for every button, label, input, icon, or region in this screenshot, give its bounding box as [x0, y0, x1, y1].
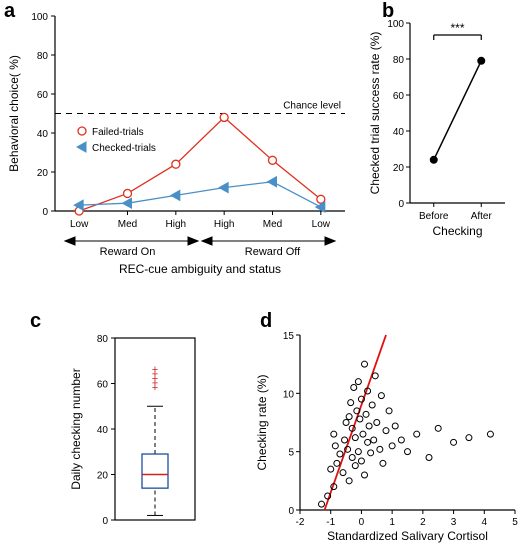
- svg-text:0: 0: [359, 517, 365, 528]
- svg-text:+: +: [152, 364, 158, 376]
- svg-text:Failed-trials: Failed-trials: [92, 127, 144, 138]
- svg-text:-2: -2: [296, 517, 305, 528]
- svg-text:0: 0: [42, 207, 48, 218]
- svg-text:0: 0: [288, 506, 294, 517]
- svg-text:Before: Before: [419, 211, 449, 222]
- svg-text:Reward On: Reward On: [100, 246, 156, 258]
- svg-text:High: High: [214, 219, 235, 230]
- svg-text:20: 20: [393, 163, 405, 174]
- svg-text:Med: Med: [118, 219, 137, 230]
- svg-text:100: 100: [31, 12, 48, 23]
- svg-text:2: 2: [420, 517, 426, 528]
- svg-text:40: 40: [393, 127, 405, 138]
- svg-text:5: 5: [288, 448, 294, 459]
- panel-d-chart: 0 5 10 15 -2 -1 0 1 2 3 4 5 Checking rate (%) Standar…: [250, 320, 526, 550]
- svg-text:0: 0: [398, 199, 404, 210]
- svg-text:1: 1: [389, 517, 395, 528]
- svg-text:40: 40: [97, 425, 109, 436]
- svg-text:3: 3: [451, 517, 457, 528]
- svg-text:Low: Low: [70, 219, 89, 230]
- panel-a-chart: 0 20 40 60 80 100 Low Med High High Med Low Behavior…: [0, 6, 360, 296]
- svg-text:Chance level: Chance level: [283, 101, 341, 112]
- svg-text:After: After: [471, 211, 493, 222]
- svg-text:Checked-trials: Checked-trials: [92, 143, 156, 154]
- svg-text:5: 5: [512, 517, 518, 528]
- svg-text:40: 40: [37, 129, 49, 140]
- svg-text:Standardized Salivary Cortisol: Standardized Salivary Cortisol: [327, 529, 488, 543]
- svg-text:100: 100: [387, 19, 404, 30]
- svg-text:80: 80: [37, 51, 49, 62]
- svg-text:0: 0: [102, 516, 108, 527]
- svg-text:20: 20: [37, 168, 49, 179]
- svg-text:Checking rate (%): Checking rate (%): [255, 374, 269, 470]
- svg-text:80: 80: [97, 334, 109, 345]
- svg-text:Behavioral choice( %): Behavioral choice( %): [7, 55, 21, 172]
- svg-text:60: 60: [37, 90, 49, 101]
- svg-text:Low: Low: [312, 219, 331, 230]
- svg-text:REC-cue ambiguity and status: REC-cue ambiguity and status: [119, 262, 281, 276]
- svg-text:15: 15: [283, 331, 295, 342]
- svg-text:4: 4: [482, 517, 488, 528]
- svg-text:High: High: [166, 219, 187, 230]
- svg-text:10: 10: [283, 389, 295, 400]
- svg-text:***: ***: [450, 21, 464, 35]
- svg-text:Checking: Checking: [432, 224, 482, 238]
- panel-b-chart: 0 20 40 60 80 100 Before After Checked trial suc…: [365, 8, 525, 268]
- svg-text:60: 60: [393, 91, 405, 102]
- svg-text:Daily checking number: Daily checking number: [69, 368, 83, 489]
- svg-text:Checked trial success rate (%): Checked trial success rate (%): [368, 32, 382, 195]
- svg-text:60: 60: [97, 380, 109, 391]
- svg-text:Med: Med: [263, 219, 282, 230]
- svg-text:-1: -1: [326, 517, 335, 528]
- svg-text:Reward Off: Reward Off: [245, 246, 301, 258]
- panel-c-chart: 020406080Daily checking number+++++: [30, 320, 230, 550]
- svg-text:80: 80: [393, 55, 405, 66]
- svg-text:20: 20: [97, 471, 109, 482]
